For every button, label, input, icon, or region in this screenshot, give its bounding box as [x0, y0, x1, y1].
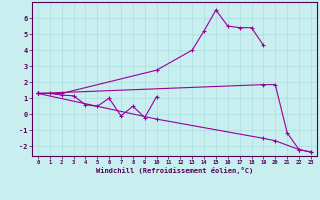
X-axis label: Windchill (Refroidissement éolien,°C): Windchill (Refroidissement éolien,°C)	[96, 167, 253, 174]
